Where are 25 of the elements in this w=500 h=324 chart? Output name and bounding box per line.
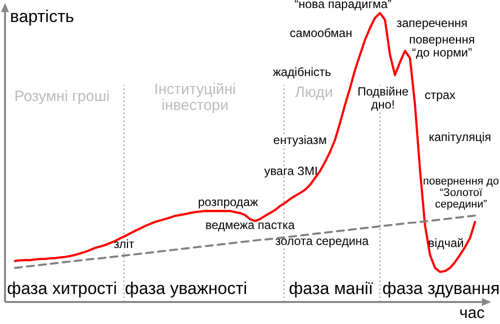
annotation: розпродаж — [198, 195, 258, 210]
annotation: Люди — [295, 84, 333, 101]
annotation: капітуляція — [428, 130, 492, 144]
annotation: заперечення — [396, 16, 468, 30]
y-axis-title: вартість — [10, 7, 74, 26]
annotation: Інституційні інвестори — [154, 81, 236, 114]
annotation: фаза здування — [382, 279, 500, 298]
annotation: зліт — [114, 237, 135, 252]
annotation: фаза хитрості — [7, 279, 117, 298]
annotation: самообман — [290, 26, 352, 40]
annotation: фаза манії — [288, 279, 374, 298]
annotation: ведмежа пастка — [205, 218, 295, 232]
annotation: Розумні гроші — [14, 88, 110, 105]
annotation: золота середина — [275, 234, 370, 248]
annotation: жадібність — [272, 65, 332, 80]
annotation: відчай — [428, 236, 464, 250]
annotation: ентузіазм — [273, 133, 327, 148]
x-axis-title: час — [459, 305, 485, 322]
text: “нова парадигма” — [294, 0, 392, 12]
annotation: фаза уважності — [124, 279, 248, 298]
annotation: Подвійне дно! — [357, 84, 409, 112]
annotation: повернення до “Золотої середини” — [423, 175, 499, 210]
annotation: увага ЗМІ — [264, 164, 318, 178]
annotation: страх — [424, 88, 456, 102]
annotation: повернення “до норми” — [409, 32, 475, 60]
